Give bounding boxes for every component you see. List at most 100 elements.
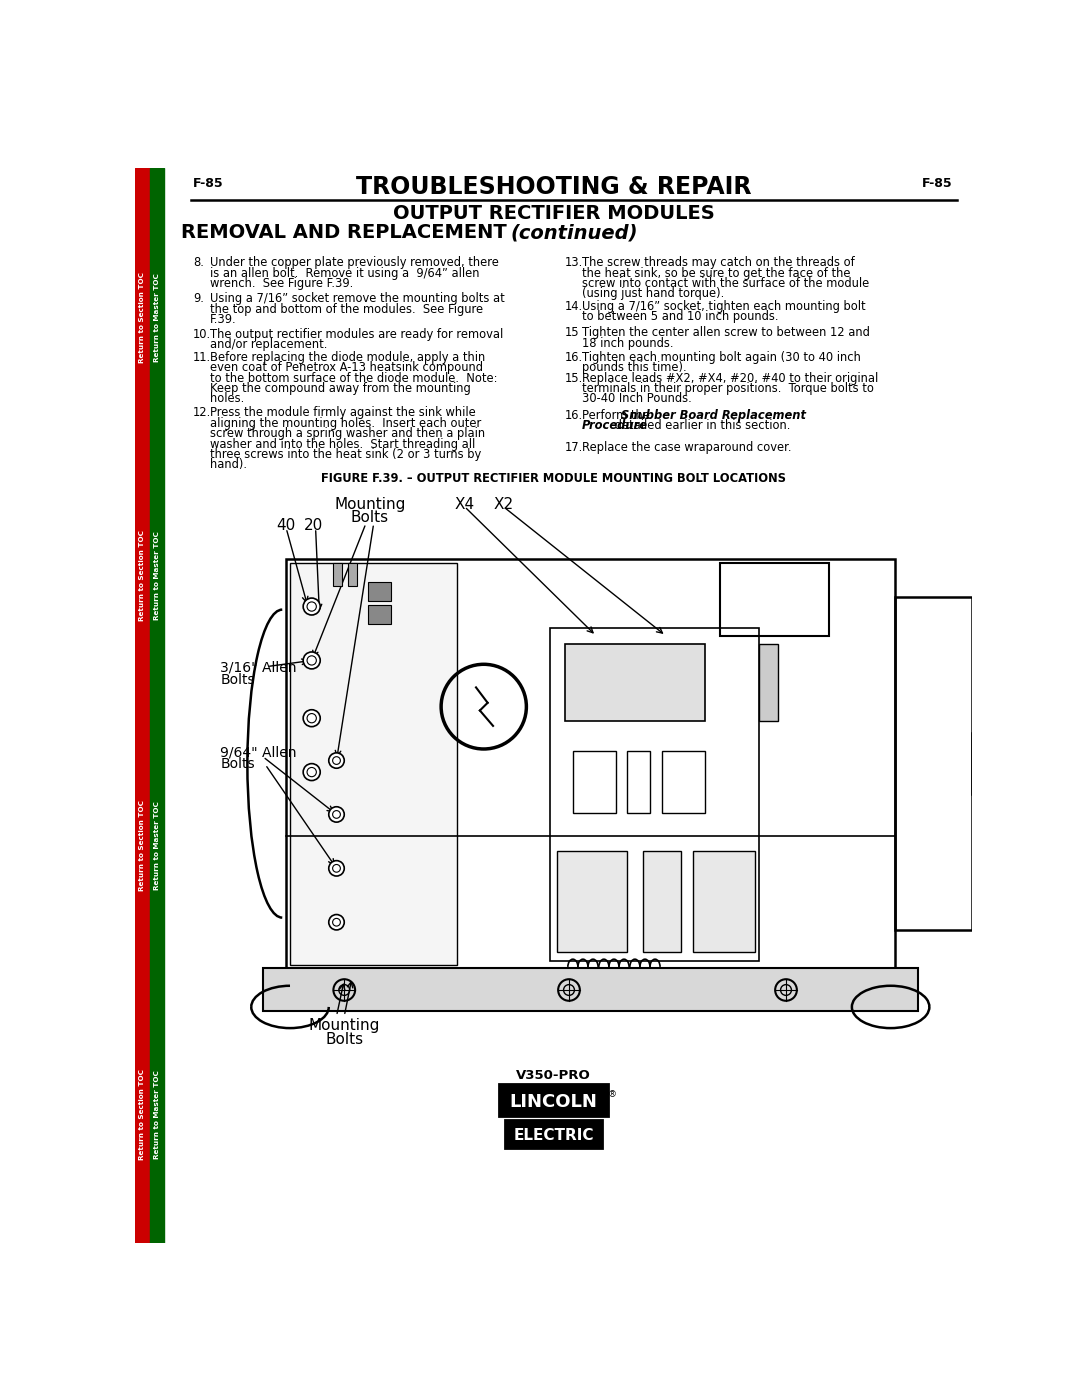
Text: 15: 15 <box>565 327 580 339</box>
Text: the top and bottom of the modules.  See Figure: the top and bottom of the modules. See F… <box>211 303 484 316</box>
Text: Tighten each mounting bolt again (30 to 40 inch: Tighten each mounting bolt again (30 to … <box>582 351 861 363</box>
Text: aligning the mounting holes.  Insert each outer: aligning the mounting holes. Insert each… <box>211 416 482 430</box>
Bar <box>720 563 828 636</box>
Text: Bolts: Bolts <box>220 757 255 771</box>
Circle shape <box>328 861 345 876</box>
Text: ®: ® <box>608 1090 617 1099</box>
Circle shape <box>307 714 316 722</box>
Text: Bolts: Bolts <box>220 673 255 687</box>
Bar <box>557 851 627 951</box>
Text: F-85: F-85 <box>922 177 953 190</box>
Text: The output rectifier modules are ready for removal: The output rectifier modules are ready f… <box>211 328 503 341</box>
Bar <box>499 1084 608 1116</box>
Text: Return to Master TOC: Return to Master TOC <box>154 1070 160 1160</box>
Text: Bolts: Bolts <box>325 1031 363 1046</box>
Text: 8.: 8. <box>193 256 204 270</box>
Text: hand).: hand). <box>211 458 247 471</box>
Text: LINCOLN: LINCOLN <box>510 1092 597 1111</box>
Bar <box>759 644 779 721</box>
Text: Return to Section TOC: Return to Section TOC <box>139 272 146 363</box>
Bar <box>643 851 681 951</box>
Bar <box>150 168 164 1243</box>
Text: and/or replacement.: and/or replacement. <box>211 338 327 351</box>
Text: Perform the: Perform the <box>582 409 653 422</box>
Bar <box>627 752 650 813</box>
Text: Press the module firmly against the sink while: Press the module firmly against the sink… <box>211 407 476 419</box>
Text: 12.: 12. <box>193 407 212 419</box>
Bar <box>348 563 357 585</box>
Circle shape <box>333 865 340 872</box>
Bar <box>972 733 999 795</box>
Text: Snubber Board Replacement: Snubber Board Replacement <box>621 409 806 422</box>
Text: FIGURE F.39. – OUTPUT RECTIFIER MODULE MOUNTING BOLT LOCATIONS: FIGURE F.39. – OUTPUT RECTIFIER MODULE M… <box>321 472 786 485</box>
Text: Before replacing the diode module, apply a thin: Before replacing the diode module, apply… <box>211 351 485 363</box>
Text: Mounting: Mounting <box>334 497 405 513</box>
Text: X4: X4 <box>455 497 474 513</box>
Text: Using a 7/16” socket remove the mounting bolts at: Using a 7/16” socket remove the mounting… <box>211 292 505 306</box>
Text: 13.: 13. <box>565 256 583 270</box>
Text: Replace the case wraparound cover.: Replace the case wraparound cover. <box>582 441 792 454</box>
Text: F-85: F-85 <box>193 177 224 190</box>
Circle shape <box>307 655 316 665</box>
Circle shape <box>303 652 321 669</box>
Bar <box>291 563 457 964</box>
Text: Procedure: Procedure <box>582 419 648 432</box>
Text: Return to Section TOC: Return to Section TOC <box>139 531 146 622</box>
Bar <box>550 629 759 961</box>
Text: 17.: 17. <box>565 441 583 454</box>
Text: the heat sink, so be sure to get the face of the: the heat sink, so be sure to get the fac… <box>582 267 851 279</box>
Text: screw through a spring washer and then a plain: screw through a spring washer and then a… <box>211 427 485 440</box>
Circle shape <box>328 753 345 768</box>
Circle shape <box>328 915 345 930</box>
Text: F.39.: F.39. <box>211 313 237 326</box>
Text: Under the copper plate previously removed, there: Under the copper plate previously remove… <box>211 256 499 270</box>
Bar <box>894 598 972 930</box>
Text: pounds this time).: pounds this time). <box>582 362 687 374</box>
Bar <box>135 168 150 1243</box>
Bar <box>333 563 342 585</box>
Circle shape <box>333 810 340 819</box>
Circle shape <box>303 710 321 726</box>
Text: is an allen bolt.  Remove it using a  9/64” allen: is an allen bolt. Remove it using a 9/64… <box>211 267 480 279</box>
Text: (using just hand torque).: (using just hand torque). <box>582 288 725 300</box>
Text: Return to Master TOC: Return to Master TOC <box>154 274 160 362</box>
Text: TROUBLESHOOTING & REPAIR: TROUBLESHOOTING & REPAIR <box>355 176 752 200</box>
Text: screw into contact with the surface of the module: screw into contact with the surface of t… <box>582 277 869 291</box>
Text: 14.: 14. <box>565 300 583 313</box>
Text: washer and into the holes.  Start threading all: washer and into the holes. Start threadi… <box>211 437 475 450</box>
Text: Return to Master TOC: Return to Master TOC <box>154 531 160 620</box>
Text: Mounting: Mounting <box>309 1018 380 1034</box>
Text: detailed earlier in this section.: detailed earlier in this section. <box>611 419 791 432</box>
Bar <box>367 605 391 624</box>
Text: Replace leads #X2, #X4, #20, #40 to their original: Replace leads #X2, #X4, #20, #40 to thei… <box>582 372 878 384</box>
Text: 9.: 9. <box>193 292 204 306</box>
Text: 30-40 Inch Pounds.: 30-40 Inch Pounds. <box>582 393 692 405</box>
Text: Keep the compound away from the mounting: Keep the compound away from the mounting <box>211 383 471 395</box>
Text: 18 inch pounds.: 18 inch pounds. <box>582 337 674 349</box>
Text: wrench.  See Figure F.39.: wrench. See Figure F.39. <box>211 277 353 291</box>
Text: The screw threads may catch on the threads of: The screw threads may catch on the threa… <box>582 256 855 270</box>
Text: 11.: 11. <box>193 351 212 363</box>
Bar <box>572 752 616 813</box>
Text: ELECTRIC: ELECTRIC <box>513 1127 594 1143</box>
Bar <box>505 1120 602 1148</box>
Text: to the bottom surface of the diode module.  Note:: to the bottom surface of the diode modul… <box>211 372 498 384</box>
Text: terminals in their proper positions.  Torque bolts to: terminals in their proper positions. Tor… <box>582 383 874 395</box>
Text: Return to Section TOC: Return to Section TOC <box>139 1069 146 1161</box>
Text: Bolts: Bolts <box>351 510 389 524</box>
Circle shape <box>303 598 321 615</box>
Text: 9/64" Allen: 9/64" Allen <box>220 745 297 759</box>
Text: 10.: 10. <box>193 328 212 341</box>
Text: OUTPUT RECTIFIER MODULES: OUTPUT RECTIFIER MODULES <box>393 204 714 224</box>
Text: Tighten the center allen screw to between 12 and: Tighten the center allen screw to betwee… <box>582 327 870 339</box>
Text: Return to Section TOC: Return to Section TOC <box>139 799 146 891</box>
Bar <box>367 583 391 601</box>
Text: REMOVAL AND REPLACEMENT: REMOVAL AND REPLACEMENT <box>181 224 507 242</box>
Bar <box>565 644 704 721</box>
Text: holes.: holes. <box>211 393 244 405</box>
Bar <box>262 968 918 1011</box>
Bar <box>693 851 755 951</box>
Text: 20: 20 <box>303 518 323 534</box>
Circle shape <box>328 806 345 823</box>
Circle shape <box>307 602 316 610</box>
